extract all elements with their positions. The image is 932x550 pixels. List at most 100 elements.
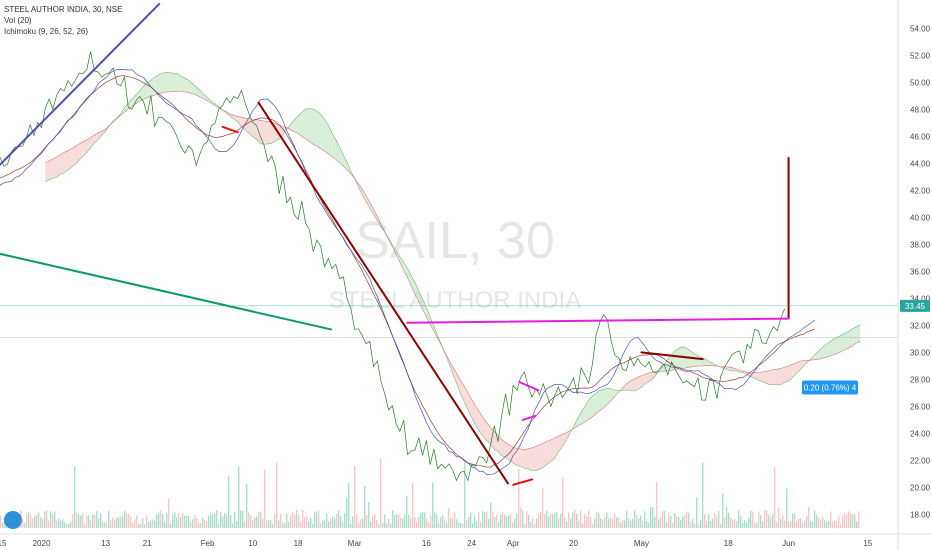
volume-bar[interactable]: [94, 514, 96, 528]
volume-bar[interactable]: [116, 517, 118, 528]
volume-bar[interactable]: [708, 513, 710, 528]
volume-bar[interactable]: [478, 512, 480, 528]
volume-bar[interactable]: [156, 514, 158, 528]
volume-bar[interactable]: [490, 502, 492, 528]
volume-bar[interactable]: [686, 511, 688, 528]
volume-bar[interactable]: [158, 512, 160, 528]
volume-bar[interactable]: [754, 522, 756, 528]
volume-bar[interactable]: [590, 517, 592, 528]
volume-bar[interactable]: [252, 519, 254, 528]
volume-bar[interactable]: [748, 518, 750, 528]
volume-bar[interactable]: [770, 517, 772, 528]
volume-bar[interactable]: [670, 516, 672, 528]
volume-bar[interactable]: [664, 511, 666, 528]
volume-bar[interactable]: [178, 513, 180, 528]
volume-bar[interactable]: [358, 522, 360, 528]
volume-bar[interactable]: [604, 517, 606, 528]
volume-bar[interactable]: [514, 518, 516, 528]
volume-bar[interactable]: [186, 516, 188, 528]
volume-bar[interactable]: [390, 523, 392, 528]
volume-bar[interactable]: [822, 516, 824, 528]
volume-bar[interactable]: [504, 514, 506, 528]
volume-bar[interactable]: [782, 515, 784, 528]
volume-bar[interactable]: [324, 520, 326, 528]
volume-bar[interactable]: [282, 522, 284, 528]
volume-bar[interactable]: [528, 515, 530, 528]
volume-bar[interactable]: [196, 518, 198, 528]
volume-bar[interactable]: [238, 466, 240, 528]
volume-bar[interactable]: [716, 515, 718, 528]
volume-bar[interactable]: [32, 518, 34, 528]
volume-bar[interactable]: [224, 513, 226, 528]
volume-bar[interactable]: [832, 521, 834, 528]
volume-bar[interactable]: [240, 510, 242, 528]
volume-bar[interactable]: [136, 515, 138, 528]
volume-bar[interactable]: [22, 519, 24, 528]
volume-bar[interactable]: [102, 521, 104, 528]
volume-bar[interactable]: [856, 521, 858, 528]
volume-bar[interactable]: [336, 513, 338, 528]
volume-bar[interactable]: [626, 510, 628, 528]
volume-bar[interactable]: [744, 520, 746, 528]
volume-bar[interactable]: [128, 513, 130, 528]
volume-bar[interactable]: [70, 521, 72, 528]
volume-bar[interactable]: [540, 511, 542, 528]
volume-bar[interactable]: [66, 523, 68, 528]
volume-bar[interactable]: [60, 520, 62, 528]
volume-bar[interactable]: [30, 514, 32, 528]
trendline-9[interactable]: [0, 252, 333, 331]
volume-bar[interactable]: [652, 507, 654, 528]
volume-bar[interactable]: [648, 523, 650, 528]
volume-bar[interactable]: [758, 511, 760, 528]
volume-bar[interactable]: [592, 523, 594, 528]
volume-bar[interactable]: [532, 518, 534, 528]
volume-bar[interactable]: [278, 520, 280, 528]
volume-bar[interactable]: [412, 482, 414, 528]
volume-bar[interactable]: [778, 507, 780, 528]
volume-bar[interactable]: [700, 519, 702, 528]
volume-bar[interactable]: [760, 514, 762, 528]
volume-bar[interactable]: [208, 515, 210, 528]
volume-bar[interactable]: [558, 518, 560, 528]
volume-bar[interactable]: [726, 506, 728, 528]
volume-bar[interactable]: [498, 522, 500, 528]
volume-bar[interactable]: [90, 520, 92, 528]
volume-bar[interactable]: [616, 517, 618, 528]
volume-bar[interactable]: [464, 461, 466, 528]
volume-bar[interactable]: [596, 511, 598, 528]
volume-bar[interactable]: [184, 515, 186, 528]
volume-bar[interactable]: [710, 521, 712, 528]
volume-bar[interactable]: [598, 512, 600, 528]
volume-bar[interactable]: [46, 510, 48, 528]
volume-bar[interactable]: [638, 518, 640, 528]
volume-bar[interactable]: [62, 519, 64, 528]
volume-bar[interactable]: [850, 513, 852, 528]
volume-bar[interactable]: [476, 520, 478, 528]
volume-bar[interactable]: [492, 512, 494, 528]
volume-bar[interactable]: [58, 518, 60, 528]
volume-bar[interactable]: [96, 511, 98, 528]
volume-bar[interactable]: [668, 512, 670, 528]
volume-bar[interactable]: [462, 523, 464, 528]
trendline-8[interactable]: [221, 125, 239, 134]
volume-bar[interactable]: [0, 515, 2, 528]
volume-bar[interactable]: [420, 513, 422, 528]
price-line[interactable]: [0, 51, 786, 482]
volume-bar[interactable]: [430, 515, 432, 528]
volume-bar[interactable]: [630, 521, 632, 528]
volume-bar[interactable]: [618, 517, 620, 528]
volume-bar[interactable]: [120, 516, 122, 528]
volume-bar[interactable]: [228, 475, 230, 528]
volume-bar[interactable]: [242, 510, 244, 528]
volume-bar[interactable]: [836, 520, 838, 528]
volume-bar[interactable]: [438, 523, 440, 528]
volume-bar[interactable]: [544, 513, 546, 528]
volume-bar[interactable]: [144, 523, 146, 528]
trendline-10[interactable]: [0, 2, 161, 166]
volume-bar[interactable]: [442, 515, 444, 528]
volume-bar[interactable]: [170, 523, 172, 528]
volume-bar[interactable]: [312, 523, 314, 528]
volume-bar[interactable]: [802, 522, 804, 528]
volume-bar[interactable]: [392, 510, 394, 528]
